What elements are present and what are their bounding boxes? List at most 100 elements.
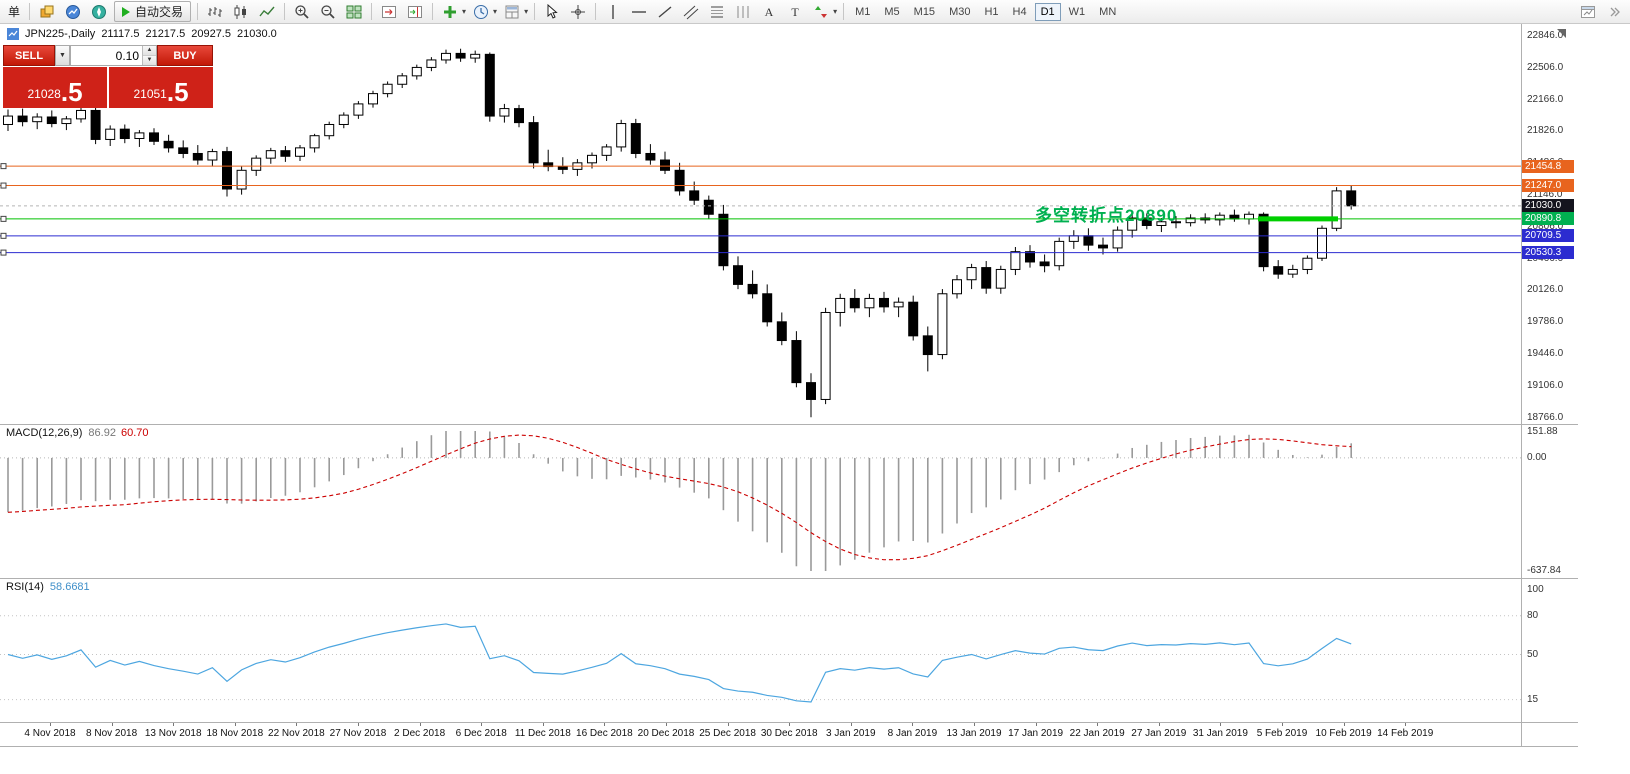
ohlc-close: 21030.0 <box>236 28 277 40</box>
toolbar-options-icon[interactable] <box>1602 1 1626 23</box>
horizontal-line-icon[interactable] <box>627 1 651 23</box>
dropdown-caret-icon[interactable]: ▾ <box>493 7 498 16</box>
orders-icon[interactable] <box>35 1 59 23</box>
trade-options-dropdown[interactable]: ▼ <box>55 45 70 66</box>
rsi-axis-label: 80 <box>1527 609 1539 621</box>
time-tick <box>419 722 421 726</box>
candlestick-chart-icon[interactable] <box>229 1 253 23</box>
sell-price[interactable]: 21028.5 <box>3 67 107 108</box>
chart-annotation[interactable]: 多空转折点20890 <box>1035 206 1178 225</box>
time-tick <box>1282 722 1283 726</box>
timeframe-button-W1[interactable]: W1 <box>1068 5 1086 18</box>
time-axis[interactable]: 4 Nov 2018 8 Nov 2018 13 Nov 2018 18 Nov 20… <box>0 722 1521 746</box>
time-tick <box>1158 722 1160 726</box>
menu-item[interactable]: 单 <box>8 5 21 19</box>
line-anchor-marker[interactable] <box>0 163 7 170</box>
navigator-icon[interactable] <box>87 1 111 23</box>
arrows-icon[interactable] <box>809 1 833 23</box>
volume-input[interactable]: 0.10 ▲ ▼ <box>70 45 157 66</box>
channel-icon[interactable] <box>679 1 703 23</box>
time-tick <box>234 722 236 726</box>
price-axis-label: 22846.0 <box>1527 30 1564 41</box>
timeframe-button-M30[interactable]: M30 <box>949 5 971 18</box>
timeframe-button-M5[interactable]: M5 <box>884 5 900 18</box>
date-label: 22 Nov 2018 <box>268 728 325 739</box>
line-anchor-marker[interactable] <box>0 215 7 222</box>
toolbar-separator <box>595 3 597 20</box>
timeframe-button-H4[interactable]: H4 <box>1012 5 1027 18</box>
rsi-panel[interactable] <box>0 578 1521 722</box>
buy-button[interactable]: BUY <box>157 45 213 66</box>
fibonacci-icon[interactable] <box>705 1 729 23</box>
candlestick-series <box>3 48 1357 418</box>
main-price-chart[interactable] <box>0 24 1521 424</box>
new-chart-icon[interactable] <box>1576 1 1600 23</box>
text-icon[interactable]: A <box>757 1 781 23</box>
volume-down-icon[interactable]: ▼ <box>143 56 156 65</box>
buy-price[interactable]: 21051.5 <box>109 67 213 108</box>
panel-resize-divider[interactable] <box>0 424 1578 425</box>
line-anchor-marker[interactable] <box>0 182 7 189</box>
date-label: 13 Nov 2018 <box>144 728 202 739</box>
date-label: 2 Dec 2018 <box>394 728 446 739</box>
time-tick <box>1035 722 1037 726</box>
zoom-in-icon[interactable] <box>290 1 314 23</box>
vertical-line-icon[interactable] <box>601 1 625 23</box>
tile-windows-icon[interactable] <box>342 1 366 23</box>
timeframe-button-H1[interactable]: H1 <box>984 5 999 18</box>
macd-panel[interactable] <box>0 424 1521 578</box>
line-anchor-marker[interactable] <box>0 249 7 256</box>
timeframe-button-M15[interactable]: M15 <box>913 5 936 18</box>
time-tick <box>850 722 852 726</box>
chart-title: JPN225-,Daily 21117.5 21217.5 20927.5 21… <box>7 28 277 40</box>
periods-icon[interactable] <box>469 1 493 23</box>
macd-axis-label: -637.84 <box>1527 565 1561 576</box>
highlighted-trendline-segment[interactable] <box>1258 216 1338 222</box>
time-tick <box>481 722 483 726</box>
panel-resize-divider[interactable] <box>0 578 1578 579</box>
market-watch-icon[interactable] <box>61 1 85 23</box>
label-icon[interactable]: T <box>783 1 807 23</box>
date-label: 30 Dec 2018 <box>760 728 818 739</box>
auto-scroll-icon[interactable] <box>377 1 401 23</box>
templates-icon[interactable] <box>500 1 524 23</box>
play-icon <box>122 6 131 17</box>
price-axis[interactable] <box>1522 24 1630 746</box>
trendline-icon[interactable] <box>653 1 677 23</box>
price-tag: 21247.0 <box>1522 179 1574 193</box>
toolbar-separator <box>371 3 373 20</box>
zoom-out-icon[interactable] <box>316 1 340 23</box>
dropdown-caret-icon[interactable]: ▾ <box>462 7 467 16</box>
autotrading-button[interactable]: 自动交易 <box>114 1 192 22</box>
time-tick <box>789 722 791 726</box>
indicators-icon[interactable] <box>438 1 462 23</box>
timeframe-button-M1[interactable]: M1 <box>855 5 871 18</box>
crosshair-icon[interactable] <box>566 1 590 23</box>
line-chart-icon[interactable] <box>255 1 279 23</box>
scroll-to-end-icon[interactable] <box>1557 29 1566 38</box>
line-anchor-marker[interactable] <box>0 232 7 239</box>
dropdown-caret-icon[interactable]: ▾ <box>833 7 838 16</box>
cursor-icon[interactable] <box>540 1 564 23</box>
date-label: 3 Jan 2019 <box>826 728 876 739</box>
date-label: 11 Dec 2018 <box>514 728 571 739</box>
sell-button[interactable]: SELL <box>3 45 55 66</box>
time-tick <box>358 722 359 726</box>
volume-up-icon[interactable]: ▲ <box>143 46 156 56</box>
toolbar-separator <box>197 3 199 20</box>
toolbar-separator <box>843 3 845 20</box>
cycle-lines-icon[interactable] <box>731 1 755 23</box>
date-label: 14 Feb 2019 <box>1377 728 1434 739</box>
bar-chart-icon[interactable] <box>203 1 227 23</box>
dropdown-caret-icon[interactable]: ▾ <box>524 7 529 16</box>
rsi-line <box>7 623 1352 703</box>
timeframe-button-MN[interactable]: MN <box>1099 5 1117 18</box>
time-tick <box>1097 722 1099 726</box>
date-label: 31 Jan 2019 <box>1192 728 1248 739</box>
chart-shift-icon[interactable] <box>403 1 427 23</box>
timeframe-button-D1[interactable]: D1 <box>1034 2 1061 21</box>
rsi-value: 58.6681 <box>49 581 90 593</box>
toolbar-separator <box>432 3 434 20</box>
panel-resize-divider[interactable] <box>0 722 1578 723</box>
time-tick <box>912 722 914 726</box>
